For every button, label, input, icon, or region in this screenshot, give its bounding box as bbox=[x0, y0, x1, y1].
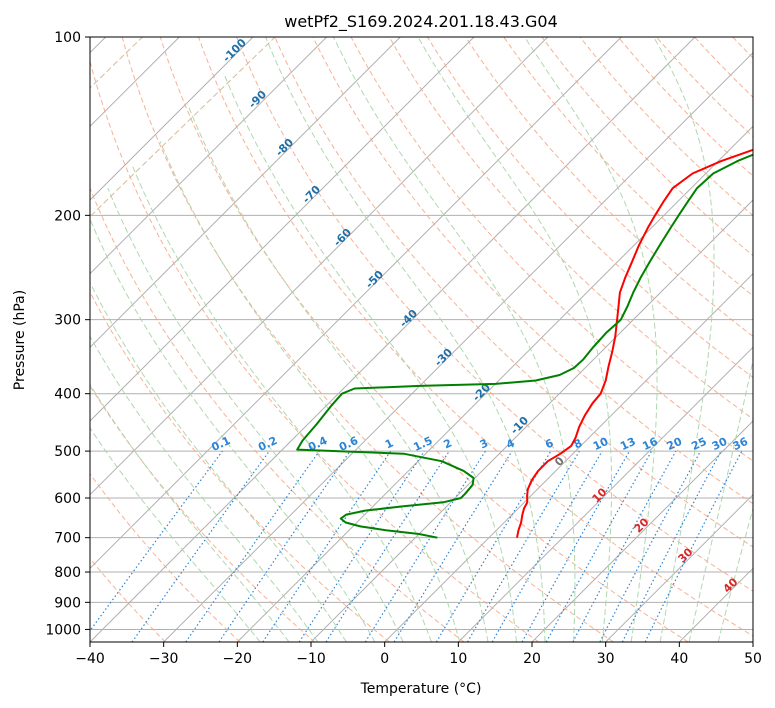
mixing-ratio-line bbox=[545, 450, 653, 642]
isotherm bbox=[236, 125, 753, 642]
dry-adiabat bbox=[274, 37, 753, 548]
x-tick-label: 50 bbox=[744, 651, 762, 667]
isotherm bbox=[457, 346, 753, 642]
y-tick-label: 100 bbox=[54, 30, 81, 46]
mixing-ratio-label: 13 bbox=[618, 435, 637, 453]
mixing-ratio-label: 36 bbox=[731, 435, 751, 453]
background-lines bbox=[0, 37, 753, 642]
moist-adiabat bbox=[653, 37, 715, 642]
x-tick-label: −10 bbox=[296, 651, 326, 667]
y-tick-label: 300 bbox=[54, 313, 81, 329]
isotherm bbox=[90, 37, 254, 201]
y-tick-label: 600 bbox=[54, 491, 81, 507]
moist-adiabat bbox=[223, 72, 517, 642]
dry-adiabat bbox=[90, 557, 166, 642]
moist-adiabat bbox=[417, 37, 612, 642]
y-tick-label: 1000 bbox=[45, 622, 81, 638]
mixing-ratio-line bbox=[572, 450, 677, 642]
chart-title: wetPf2_S169.2024.201.18.43.G04 bbox=[284, 12, 558, 32]
dry-adiabat bbox=[90, 59, 540, 642]
profile-line bbox=[516, 148, 753, 538]
mixing-ratio-line bbox=[325, 450, 450, 642]
mixing-ratio-label: 10 bbox=[591, 435, 611, 453]
moist-adiabat bbox=[90, 383, 290, 642]
isotherm bbox=[90, 37, 696, 642]
x-tick-label: 0 bbox=[380, 651, 389, 667]
plot-area bbox=[90, 37, 753, 642]
y-tick-label: 800 bbox=[54, 565, 81, 581]
isotherm bbox=[90, 37, 328, 275]
moist-adiabat bbox=[688, 358, 753, 642]
moist-adiabat bbox=[107, 188, 404, 642]
mixing-ratio-line bbox=[131, 450, 270, 642]
isotherm bbox=[531, 420, 753, 642]
moist-adiabat bbox=[332, 37, 576, 642]
mixing-ratio-line bbox=[218, 450, 351, 642]
x-axis-label: Temperature (°C) bbox=[360, 681, 482, 697]
moist-adiabat bbox=[90, 281, 347, 642]
x-tick-label: 20 bbox=[523, 651, 541, 667]
x-tick-label: −40 bbox=[75, 651, 105, 667]
x-tick-label: 10 bbox=[449, 651, 467, 667]
mixing-ratio-line bbox=[90, 450, 223, 632]
dry-adiabat bbox=[503, 37, 753, 297]
dry-adiabat bbox=[90, 291, 390, 642]
dry-adiabat bbox=[426, 37, 753, 379]
isotherm bbox=[310, 199, 753, 642]
x-tick-label: 40 bbox=[670, 651, 688, 667]
dry-adiabat bbox=[350, 37, 753, 462]
mixing-ratio-label: 20 bbox=[665, 435, 685, 453]
y-tick-label: 200 bbox=[54, 208, 81, 224]
plot-frame bbox=[89, 36, 754, 643]
mixing-ratio-label: 16 bbox=[640, 435, 660, 453]
y-tick-label: 900 bbox=[54, 595, 81, 611]
y-tick-label: 400 bbox=[54, 387, 81, 403]
isotherm bbox=[605, 493, 753, 642]
y-axis: 100 200 300 400 500 600 700 800 900 1000 bbox=[45, 30, 90, 638]
x-tick-label: 30 bbox=[597, 651, 615, 667]
isotherm bbox=[90, 37, 622, 570]
mixing-ratio-line bbox=[644, 450, 743, 642]
y-tick-label: 500 bbox=[54, 444, 81, 460]
y-tick-label: 700 bbox=[54, 531, 81, 547]
isotherm bbox=[90, 37, 549, 496]
x-tick-label: −30 bbox=[149, 651, 179, 667]
moist-adiabat bbox=[90, 335, 319, 642]
mixing-ratio-line bbox=[521, 450, 631, 642]
isotherm bbox=[752, 641, 753, 642]
mixing-ratio-label: 30 bbox=[710, 435, 730, 453]
mixing-ratio-line bbox=[298, 450, 425, 642]
brown-curve bbox=[0, 37, 10, 642]
moist-adiabat bbox=[524, 37, 658, 642]
dry-adiabat bbox=[236, 37, 753, 592]
mixing-ratio-label: 25 bbox=[689, 435, 708, 453]
sounding-profiles bbox=[296, 148, 753, 539]
dry-adiabat bbox=[121, 37, 614, 642]
isotherm bbox=[90, 37, 401, 349]
moist-adiabat bbox=[265, 37, 546, 642]
isotherm bbox=[90, 37, 475, 422]
isotherm bbox=[384, 272, 753, 642]
y-axis-label: Pressure (hPa) bbox=[12, 290, 28, 390]
x-axis: −40 −30 −20 −10 0 10 20 30 40 50 bbox=[75, 642, 762, 667]
mixing-ratio-line bbox=[185, 450, 320, 642]
dry-adiabat bbox=[198, 37, 753, 637]
profile-line bbox=[296, 153, 753, 539]
isotherm bbox=[163, 51, 753, 642]
dry-adiabat bbox=[90, 472, 241, 642]
mixing-ratio-line bbox=[393, 450, 513, 642]
dry-adiabat bbox=[90, 186, 465, 642]
moist-adiabat bbox=[159, 141, 461, 642]
moist-adiabat bbox=[90, 427, 261, 642]
x-tick-label: −20 bbox=[223, 651, 253, 667]
moist-adiabat bbox=[187, 104, 489, 642]
mixing-ratio-line bbox=[262, 450, 392, 642]
